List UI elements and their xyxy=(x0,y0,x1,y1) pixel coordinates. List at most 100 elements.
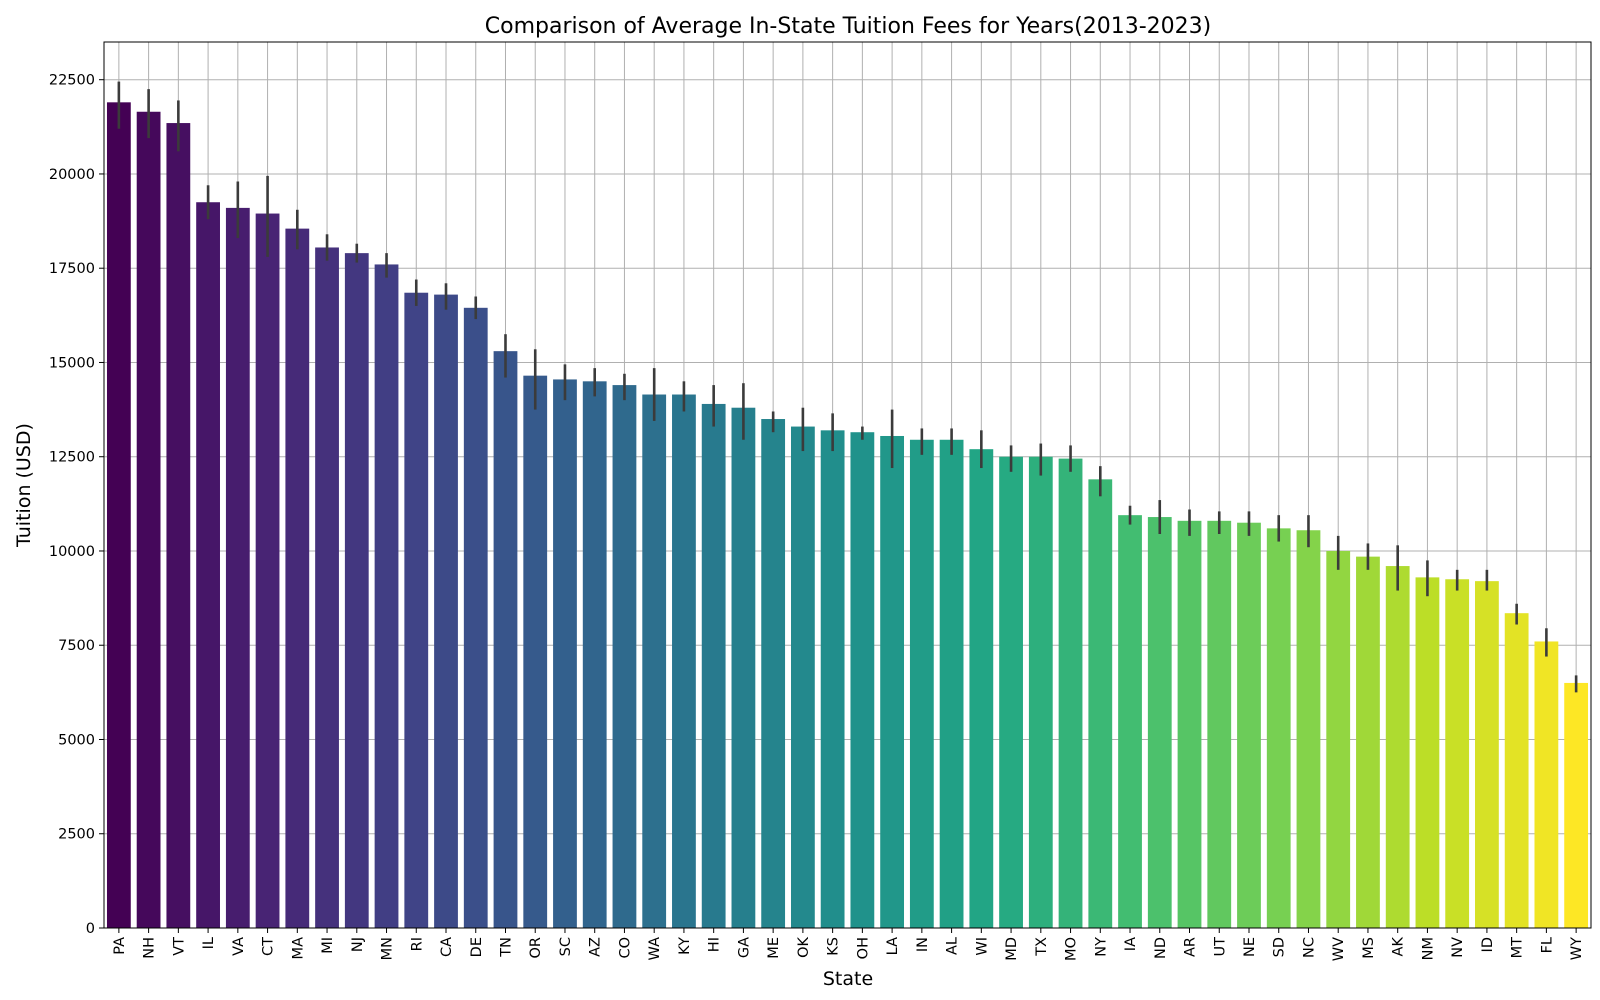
x-tick-label: SC xyxy=(558,937,574,956)
x-tick-label: IL xyxy=(201,937,217,949)
bar-in xyxy=(909,439,934,928)
x-tick-label: ID xyxy=(1480,937,1496,952)
bar-ne xyxy=(1237,522,1261,928)
y-tick-label: 7500 xyxy=(58,638,95,654)
bar-nj xyxy=(344,253,369,929)
plot-frame xyxy=(103,41,1592,929)
bar-wy xyxy=(1564,682,1589,928)
x-tick-label: MN xyxy=(380,937,396,960)
bar-wi xyxy=(969,449,994,928)
x-tick-label: DE xyxy=(469,937,485,957)
x-tick-label: KS xyxy=(826,937,842,956)
bar-va xyxy=(225,207,250,929)
bar-wv xyxy=(1326,550,1351,928)
x-tick-label: OR xyxy=(528,937,544,959)
bar-ky xyxy=(672,394,696,928)
x-tick-label: KY xyxy=(677,937,693,955)
x-tick-label: FL xyxy=(1539,937,1555,953)
bar-ms xyxy=(1356,556,1380,928)
x-tick-label: CT xyxy=(261,937,277,956)
x-tick-label: AZ xyxy=(588,937,604,957)
bar-az xyxy=(582,381,607,928)
bar-sc xyxy=(553,379,577,928)
bar-ut xyxy=(1207,520,1232,928)
x-tick-label: NM xyxy=(1420,937,1436,960)
bar-ar xyxy=(1177,520,1202,928)
bar-mt xyxy=(1504,613,1529,928)
x-tick-label: CA xyxy=(439,937,455,957)
bar-tn xyxy=(493,351,518,928)
bar-ct xyxy=(255,213,280,928)
bar-hi xyxy=(701,403,726,928)
bar-or xyxy=(523,375,548,928)
x-tick-label: MT xyxy=(1510,937,1526,959)
bar-nc xyxy=(1296,530,1321,928)
x-tick-label: CO xyxy=(617,937,633,959)
error-bars xyxy=(117,81,1578,693)
x-tick-label: ME xyxy=(766,937,782,959)
x-tick-label: UT xyxy=(1212,937,1228,957)
y-tick-label: 20000 xyxy=(49,167,95,183)
bars xyxy=(106,102,1589,929)
bar-sd xyxy=(1266,528,1291,928)
bar-tx xyxy=(1028,456,1053,928)
y-tick-label: 10000 xyxy=(49,544,95,560)
x-tick-label: MO xyxy=(1064,937,1080,961)
bar-me xyxy=(761,419,786,928)
bar-il xyxy=(196,202,220,929)
x-tick-label: NV xyxy=(1450,937,1466,958)
bar-mi xyxy=(315,247,339,929)
x-tick-label: AL xyxy=(945,937,961,955)
bar-ok xyxy=(790,426,815,928)
y-tick-label: 0 xyxy=(86,921,95,937)
x-tick-label: IA xyxy=(1123,937,1139,951)
x-tick-label: NJ xyxy=(350,937,366,952)
bar-md xyxy=(999,456,1023,928)
bar-ga xyxy=(731,407,756,928)
x-tick-label: HI xyxy=(707,937,723,952)
x-tick-label: WI xyxy=(974,937,990,956)
bar-mn xyxy=(374,264,399,928)
bar-oh xyxy=(850,432,875,928)
bar-ny xyxy=(1088,479,1113,928)
x-tick-label: OH xyxy=(855,937,871,959)
x-tick-label: AR xyxy=(1183,937,1199,957)
bar-fl xyxy=(1534,641,1559,928)
x-tick-label: WY xyxy=(1569,937,1585,960)
x-axis-label: State xyxy=(823,968,873,990)
bar-id xyxy=(1475,581,1499,928)
x-tick-label: NH xyxy=(142,937,158,959)
bar-ca xyxy=(434,294,458,928)
x-tick-label: GA xyxy=(736,937,752,958)
x-tick-label: SD xyxy=(1272,937,1288,957)
x-tick-label: NC xyxy=(1301,937,1317,958)
bar-wa xyxy=(642,394,667,928)
bar-ri xyxy=(404,292,429,929)
chart-title: Comparison of Average In-State Tuition F… xyxy=(485,14,1211,39)
bar-pa xyxy=(106,102,131,928)
bar-nv xyxy=(1445,579,1470,928)
bar-mo xyxy=(1058,458,1083,928)
bar-ma xyxy=(285,228,310,928)
x-tick-label: LA xyxy=(885,937,901,955)
y-tick-label: 15000 xyxy=(49,355,95,371)
bar-vt xyxy=(166,123,191,929)
x-tick-label: ND xyxy=(1153,937,1169,959)
x-tick-label: IN xyxy=(915,937,931,952)
y-tick-label: 22500 xyxy=(49,73,95,89)
bar-ak xyxy=(1385,566,1410,928)
x-tick-label: VT xyxy=(171,937,187,956)
y-tick-label: 5000 xyxy=(58,732,95,748)
y-tick-label: 12500 xyxy=(49,450,95,466)
bar-la xyxy=(880,435,905,928)
x-tick-label: TX xyxy=(1034,937,1050,957)
x-tick-label: PA xyxy=(112,937,128,955)
y-axis-label: Tuition (USD) xyxy=(13,423,35,548)
bar-nm xyxy=(1415,577,1440,928)
x-tick-label: VA xyxy=(231,937,247,956)
x-tick-label: MS xyxy=(1361,937,1377,959)
x-axis: PA NH VT IL VA CT MA MI NJ MN RI CA DE TN OR SC AZ CO WA KY… xyxy=(112,928,1585,961)
x-tick-label: TN xyxy=(498,937,514,958)
bar-de xyxy=(463,307,488,928)
